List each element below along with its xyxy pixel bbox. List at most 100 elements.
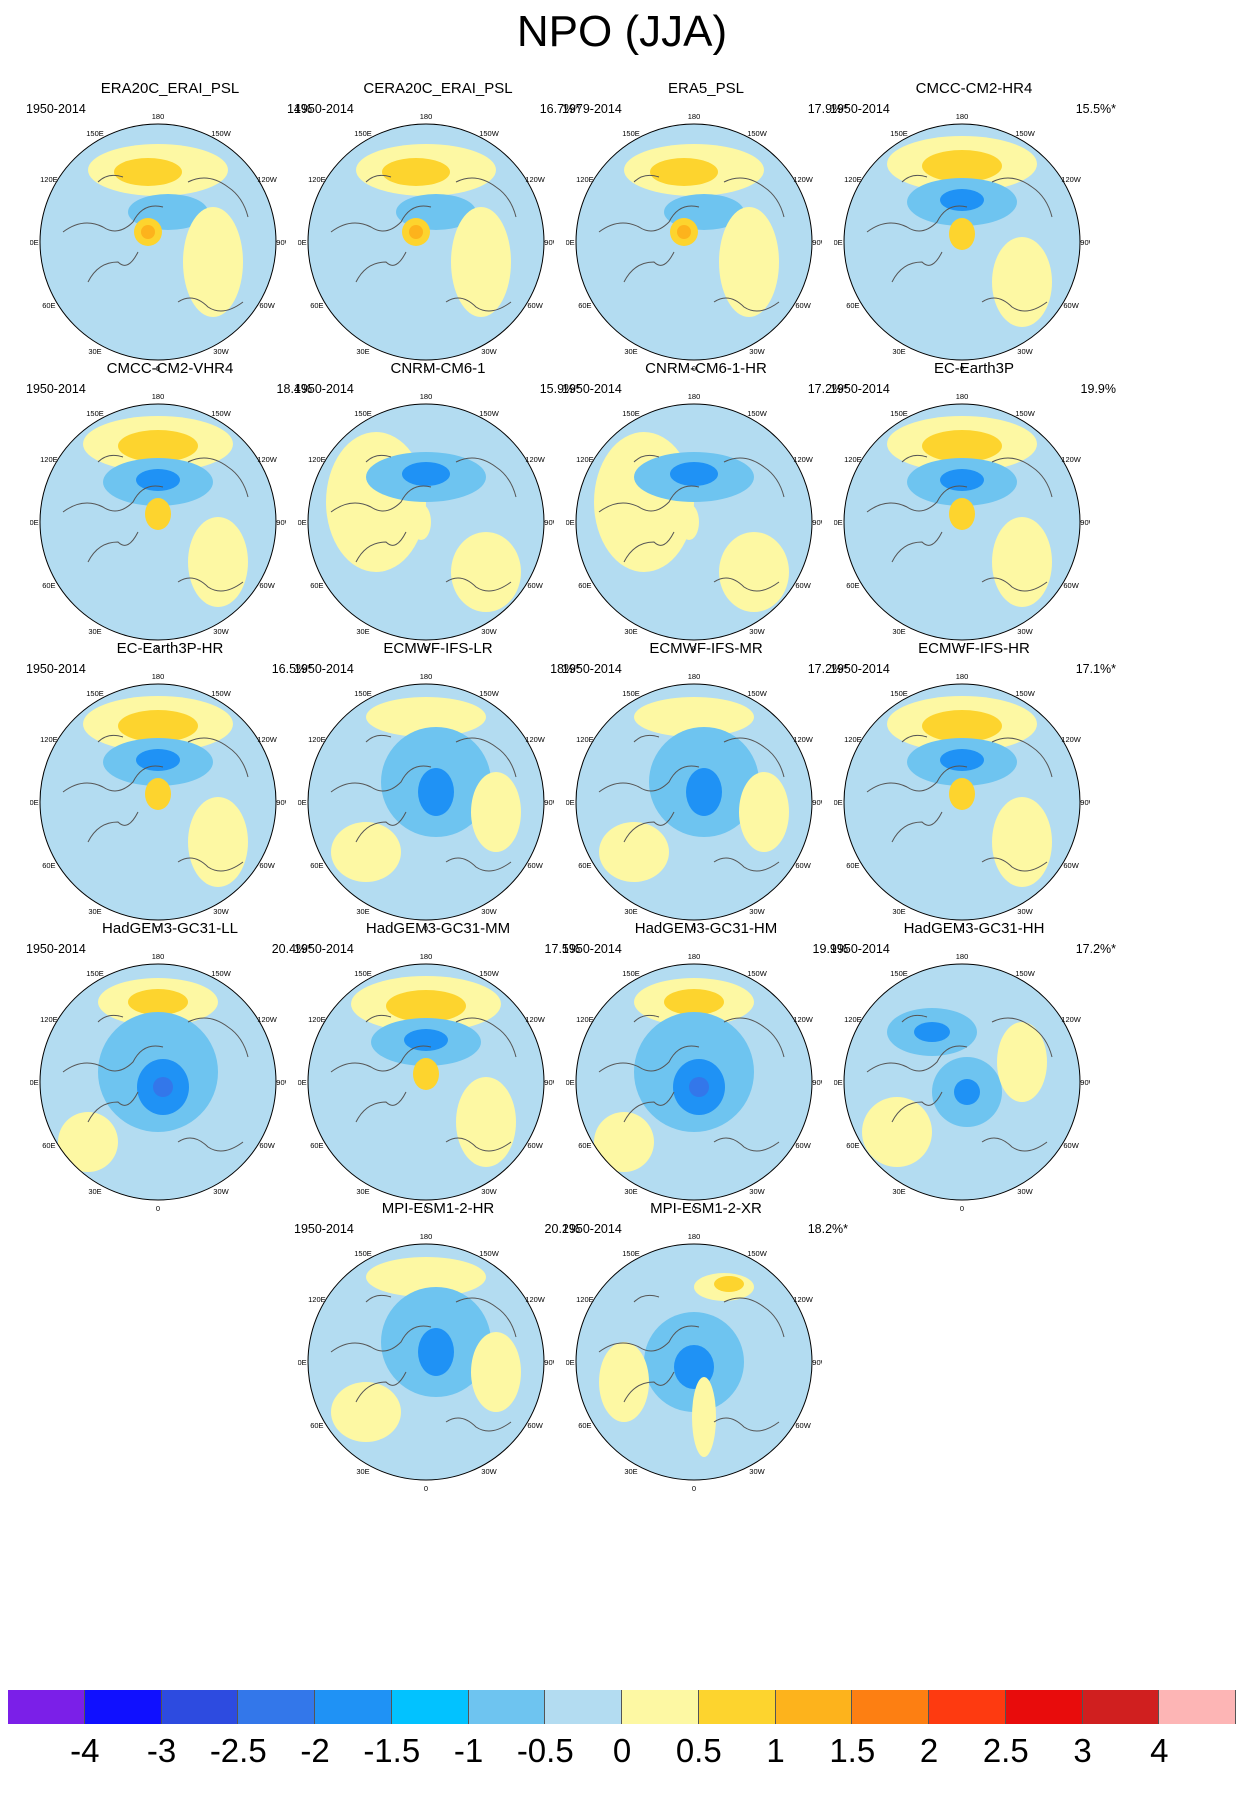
anomaly-contour [418,768,454,816]
longitude-label: 30E [88,1187,101,1196]
longitude-label: 30E [356,907,369,916]
polar-map: 180 150W 150E 120W 120E 90W 90E 60W 60E 30W 30E 0 [30,114,286,373]
longitude-label: 60W [527,581,543,590]
longitude-label: 60W [795,301,811,310]
longitude-label: 60W [527,301,543,310]
longitude-label: 120E [40,1015,58,1024]
longitude-label: 150W [211,969,232,978]
polar-map: 180 150W 150E 120W 120E 90W 90E 60W 60E 30W 30E 0 [30,674,286,933]
colorbar-swatch [775,1690,853,1724]
longitude-label: 30E [356,1187,369,1196]
polar-map: 180 150W 150E 120W 120E 90W 90E 60W 60E 30W 30E 0 [834,674,1090,933]
longitude-label: 120E [308,175,326,184]
panel-variance-percent: 15.5%* [1075,102,1116,116]
longitude-label: 90E [566,238,575,247]
colorbar-swatch [545,1690,622,1724]
anomaly-contour [114,158,182,186]
longitude-label: 30W [481,347,497,356]
longitude-label: 150E [622,129,640,138]
coastline [330,1294,517,1432]
longitude-label: 90E [566,1078,575,1087]
coastline [330,734,517,872]
longitude-label: 60W [795,1421,811,1430]
coastline [866,734,1053,872]
anomaly-contour [677,225,691,239]
longitude-label: 150W [1015,129,1036,138]
anomaly-contour [599,822,669,882]
anomaly-contour [670,462,718,486]
panel-variance-percent: 17.5% [544,942,580,956]
coastline [866,1014,1053,1152]
longitude-label: 90W [276,798,286,807]
colorbar-tick-label: 2.5 [982,1732,1029,1769]
longitude-label: 60E [578,581,591,590]
longitude-label: 120E [576,455,594,464]
longitude-label: 150W [479,409,500,418]
longitude-label: 150E [354,969,372,978]
longitude-label: 0 [424,924,428,933]
colorbar-tick-label: 3 [1073,1732,1092,1769]
anomaly-contour [366,1257,486,1297]
colorbar-tick-label: 0 [612,1732,632,1769]
map-panel: MPI-ESM1-2-HR 1950-2014 20.2% 180 150W 150E 12… [288,1200,588,1500]
longitude-label: 150E [622,409,640,418]
longitude-label: 60W [527,861,543,870]
longitude-label: 150W [479,129,500,138]
panel-title: HadGEM3-GC31-HM [634,920,778,937]
longitude-label: 90W [544,1358,554,1367]
coastline [866,454,1053,592]
longitude-label: 60W [527,1421,543,1430]
longitude-label: 90E [834,1078,843,1087]
map-panel: ERA5_PSL 1979-2014 17.9%* 180 150W 150E 120W 12… [556,80,856,380]
longitude-label: 150E [354,689,372,698]
panel-period: 1950-2014 [830,942,890,956]
longitude-label: 120W [525,1295,546,1304]
panel-period: 1950-2014 [294,102,354,116]
longitude-label: 180 [688,394,701,401]
colorbar-tick-label: -1.5 [363,1732,421,1769]
longitude-label: 120E [308,1295,326,1304]
longitude-label: 0 [424,364,428,373]
anomaly-contour [409,225,423,239]
anomaly-contour [992,797,1052,887]
longitude-label: 60E [578,301,591,310]
longitude-label: 90E [30,1078,39,1087]
longitude-label: 0 [960,644,964,653]
coastline [598,1014,785,1152]
map-border [843,963,1081,1201]
polar-map: 180 150W 150E 120W 120E 90W 90E 60W 60E 30W 30E 0 [30,394,286,653]
anomaly-contour [914,1022,950,1042]
longitude-label: 30E [624,1467,637,1476]
longitude-label: 90E [298,1078,307,1087]
longitude-label: 60W [259,1141,275,1150]
panel-variance-percent: 17.2%* [1075,942,1116,956]
anomaly-contour [689,1077,709,1097]
map-border [39,403,277,641]
polar-map: 180 150W 150E 120W 120E 90W 90E 60W 60E 30W 30E 0 [30,954,286,1213]
colorbar-tick-label: -3 [146,1732,177,1769]
anomaly-contour [922,710,1002,742]
longitude-label: 60E [42,581,55,590]
polar-map: 180 150W 150E 120W 120E 90W 90E 60W 60E 30W 30E 0 [566,114,822,373]
longitude-label: 30E [892,627,905,636]
polar-map: 180 150W 150E 120W 120E 90W 90E 60W 60E 30W 30E 0 [566,954,822,1213]
longitude-label: 0 [692,644,696,653]
longitude-label: 90W [1080,518,1090,527]
anomaly-contour [136,469,180,491]
coastline [598,734,785,872]
polar-map: 180 150W 150E 120W 120E 90W 90E 60W 60E 30W 30E 0 [298,394,554,653]
anomaly-contour [997,1022,1047,1102]
longitude-label: 150W [747,409,768,418]
longitude-label: 30W [213,627,229,636]
coastline [598,174,785,312]
map-panel: ECMWF-IFS-HR 1950-2014 17.1%* 180 150W 150E 12… [824,640,1124,940]
longitude-label: 150E [86,409,104,418]
longitude-label: 60W [795,861,811,870]
longitude-label: 90E [298,238,307,247]
longitude-label: 90E [566,518,575,527]
longitude-label: 30W [1017,347,1033,356]
coastline [62,454,249,592]
panel-title: MPI-ESM1-2-HR [381,1200,495,1217]
map-border [39,123,277,361]
anomaly-contour [949,498,975,530]
